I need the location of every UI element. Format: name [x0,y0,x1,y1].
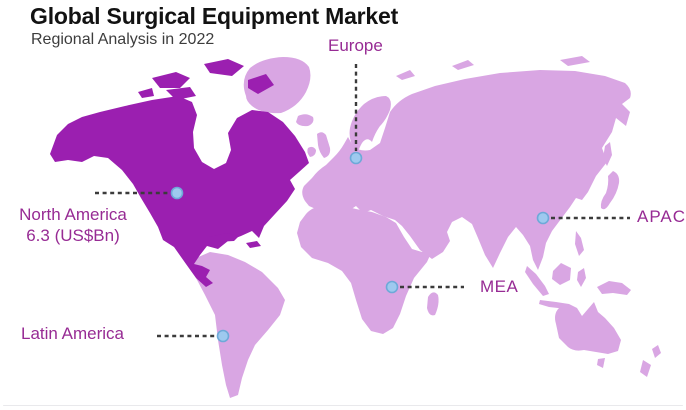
arctic-island-region [152,72,190,88]
scandinavia-region [349,96,391,153]
java-region [539,300,569,309]
japan-region [600,171,620,210]
sulawesi-region [577,268,586,287]
ireland-region [307,146,316,157]
cuba-region [209,233,239,242]
australia-region [555,302,621,354]
siberian-islands-region [560,56,590,66]
svalbard-region [396,70,415,80]
novaya-zemlya-region [452,60,474,70]
apac-marker [536,211,550,225]
borneo-region [552,263,571,285]
latin-america-label: Latin America [21,324,124,343]
north-america-marker [170,186,184,200]
new-zealand-south-region [640,360,651,377]
new-zealand-north-region [652,345,661,358]
connectors [95,64,630,343]
bottom-divider [3,405,683,406]
mea-label: MEA [480,277,519,296]
page-subtitle: Regional Analysis in 2022 [31,31,215,48]
mea-marker [385,280,399,294]
africa-region [297,205,433,334]
north-america-label: North America 6.3 (US$Bn) [2,204,144,246]
sakhalin-region [603,142,612,166]
apac-label: APAC [637,207,686,226]
sumatra-region [525,266,549,296]
greenland-region [243,57,311,114]
arctic-island-region [248,74,274,94]
arctic-island-region [138,88,154,98]
latin-america-marker [216,329,230,343]
hispaniola-region [246,241,261,248]
europe-marker [349,151,363,165]
north-america-label-text: North America [19,205,127,224]
uk-region [317,132,331,158]
new-guinea-region [597,281,631,295]
page-title: Global Surgical Equipment Market [30,3,399,29]
europe-label: Europe [328,36,383,55]
arctic-island-region [204,59,244,76]
north-america-value: 6.3 (US$Bn) [26,226,120,245]
south-america-region [190,252,285,398]
arctic-island-region [166,87,196,100]
madagascar-region [427,292,439,316]
tasmania-region [597,358,605,368]
iceland-region [296,114,314,127]
philippines-region [575,231,584,256]
